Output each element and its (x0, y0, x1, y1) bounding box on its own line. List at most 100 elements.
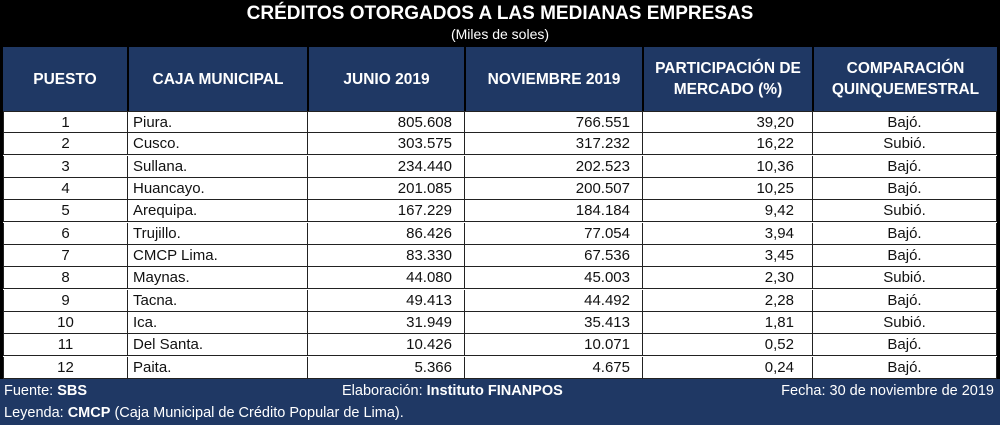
cell-participacion: 39,20 (643, 112, 813, 133)
cell-participacion: 2,28 (643, 289, 813, 311)
cell-comparacion: Bajó. (813, 244, 997, 266)
table-subtitle: (Miles de soles) (450, 26, 550, 42)
cell-comparacion: Bajó. (813, 356, 997, 378)
footer-elaboration: Elaboración: Instituto FINANPOS (342, 380, 563, 402)
cell-caja-municipal: Arequipa. (128, 200, 308, 222)
footer-date: Fecha: 30 de noviembre de 2019 (781, 383, 994, 399)
cell-junio-2019: 303.575 (308, 133, 465, 155)
cell-caja-municipal: Sullana. (128, 155, 308, 177)
cell-junio-2019: 44.080 (308, 267, 465, 289)
cell-noviembre-2019: 77.054 (465, 222, 643, 244)
cell-noviembre-2019: 67.536 (465, 244, 643, 266)
table-row: 11 Del Santa. 10.426 10.071 0,52 Bajó. (3, 334, 997, 357)
footer-elaboration-label: Elaboración: (342, 383, 423, 399)
cell-junio-2019: 167.229 (308, 200, 465, 222)
header-caja-municipal: CAJA MUNICIPAL (129, 47, 307, 111)
header-participacion-line1: PARTICIPACIÓN DE (655, 60, 801, 77)
cell-comparacion: Subió. (813, 200, 997, 222)
footer-source: Fuente: SBS (4, 380, 87, 402)
footer-legend-abbr: CMCP (67, 405, 111, 421)
header-puesto: PUESTO (3, 47, 127, 111)
header-comparacion: COMPARACIÓN QUINQUEMESTRAL (814, 47, 997, 111)
cell-puesto: 6 (3, 222, 128, 244)
header-comparacion-line2: QUINQUEMESTRAL (831, 81, 980, 98)
cell-caja-municipal: Trujillo. (128, 222, 308, 244)
table-row: 12 Paita. 5.366 4.675 0,24 Bajó. (3, 356, 997, 379)
footer-legend: Leyenda: CMCP (Caja Municipal de Crédito… (4, 402, 404, 424)
cell-participacion: 0,24 (643, 356, 813, 378)
footer-source-value: SBS (57, 383, 88, 399)
table-row: 5 Arequipa. 167.229 184.184 9,42 Subió. (3, 200, 997, 223)
cell-participacion: 10,36 (643, 155, 813, 177)
cell-comparacion: Bajó. (813, 289, 997, 311)
footer: Fuente: SBS Elaboración: Instituto FINAN… (0, 379, 1000, 425)
cell-caja-municipal: Ica. (128, 311, 308, 333)
cell-participacion: 9,42 (643, 200, 813, 222)
header-noviembre-2019: NOVIEMBRE 2019 (466, 47, 642, 111)
cell-participacion: 3,45 (643, 244, 813, 266)
cell-puesto: 5 (3, 200, 128, 222)
cell-puesto: 7 (3, 244, 128, 266)
cell-caja-municipal: Piura. (128, 112, 308, 133)
title-band: CRÉDITOS OTORGADOS A LAS MEDIANAS EMPRES… (0, 0, 1000, 47)
cell-noviembre-2019: 44.492 (465, 289, 643, 311)
cell-noviembre-2019: 202.523 (465, 155, 643, 177)
cell-noviembre-2019: 184.184 (465, 200, 643, 222)
cell-junio-2019: 49.413 (308, 289, 465, 311)
footer-legend-text: (Caja Municipal de Crédito Popular de Li… (114, 405, 404, 421)
footer-legend-label: Leyenda: (4, 405, 64, 421)
cell-junio-2019: 5.366 (308, 356, 465, 378)
cell-noviembre-2019: 766.551 (465, 112, 643, 133)
cell-comparacion: Subió. (813, 311, 997, 333)
cell-participacion: 3,94 (643, 222, 813, 244)
table-row: 3 Sullana. 234.440 202.523 10,36 Bajó. (3, 155, 997, 178)
header-comparacion-line1: COMPARACIÓN (846, 60, 965, 77)
cell-puesto: 1 (3, 112, 128, 133)
table-row: 9 Tacna. 49.413 44.492 2,28 Bajó. (3, 289, 997, 312)
footer-elaboration-value: Instituto FINANPOS (426, 383, 563, 399)
cell-noviembre-2019: 4.675 (465, 356, 643, 378)
cell-caja-municipal: Cusco. (128, 133, 308, 155)
cell-participacion: 16,22 (643, 133, 813, 155)
table-row: 8 Maynas. 44.080 45.003 2,30 Subió. (3, 267, 997, 290)
table-row: 7 CMCP Lima. 83.330 67.536 3,45 Bajó. (3, 244, 997, 267)
table-body: 1 Piura. 805.608 766.551 39,20 Bajó. 2 Cusco. 30… (3, 111, 997, 379)
table-row: 10 Ica. 31.949 35.413 1,81 Subió. (3, 311, 997, 334)
cell-caja-municipal: CMCP Lima. (128, 244, 308, 266)
header-participacion: PARTICIPACIÓN DE MERCADO (%) (644, 47, 812, 111)
cell-comparacion: Bajó. (813, 112, 997, 133)
cell-caja-municipal: Tacna. (128, 289, 308, 311)
cell-puesto: 11 (3, 334, 128, 356)
cell-comparacion: Subió. (813, 267, 997, 289)
cell-noviembre-2019: 200.507 (465, 177, 643, 199)
cell-junio-2019: 86.426 (308, 222, 465, 244)
cell-junio-2019: 805.608 (308, 112, 465, 133)
cell-puesto: 9 (3, 289, 128, 311)
table-row: 4 Huancayo. 201.085 200.507 10,25 Bajó. (3, 177, 997, 200)
cell-participacion: 1,81 (643, 311, 813, 333)
table-row: 6 Trujillo. 86.426 77.054 3,94 Bajó. (3, 222, 997, 245)
cell-comparacion: Subió. (813, 133, 997, 155)
table-row: 1 Piura. 805.608 766.551 39,20 Bajó. (3, 111, 997, 133)
cell-noviembre-2019: 35.413 (465, 311, 643, 333)
cell-puesto: 3 (3, 155, 128, 177)
cell-caja-municipal: Huancayo. (128, 177, 308, 199)
cell-participacion: 0,52 (643, 334, 813, 356)
cell-puesto: 12 (3, 356, 128, 378)
cell-caja-municipal: Maynas. (128, 267, 308, 289)
cell-comparacion: Bajó. (813, 155, 997, 177)
cell-caja-municipal: Paita. (128, 356, 308, 378)
cell-puesto: 4 (3, 177, 128, 199)
cell-caja-municipal: Del Santa. (128, 334, 308, 356)
cell-participacion: 2,30 (643, 267, 813, 289)
cell-comparacion: Bajó. (813, 177, 997, 199)
cell-junio-2019: 10.426 (308, 334, 465, 356)
cell-junio-2019: 234.440 (308, 155, 465, 177)
cell-comparacion: Bajó. (813, 334, 997, 356)
cell-noviembre-2019: 10.071 (465, 334, 643, 356)
cell-participacion: 10,25 (643, 177, 813, 199)
header-junio-2019: JUNIO 2019 (309, 47, 464, 111)
cell-junio-2019: 201.085 (308, 177, 465, 199)
cell-puesto: 10 (3, 311, 128, 333)
table-row: 2 Cusco. 303.575 317.232 16,22 Subió. (3, 133, 997, 156)
